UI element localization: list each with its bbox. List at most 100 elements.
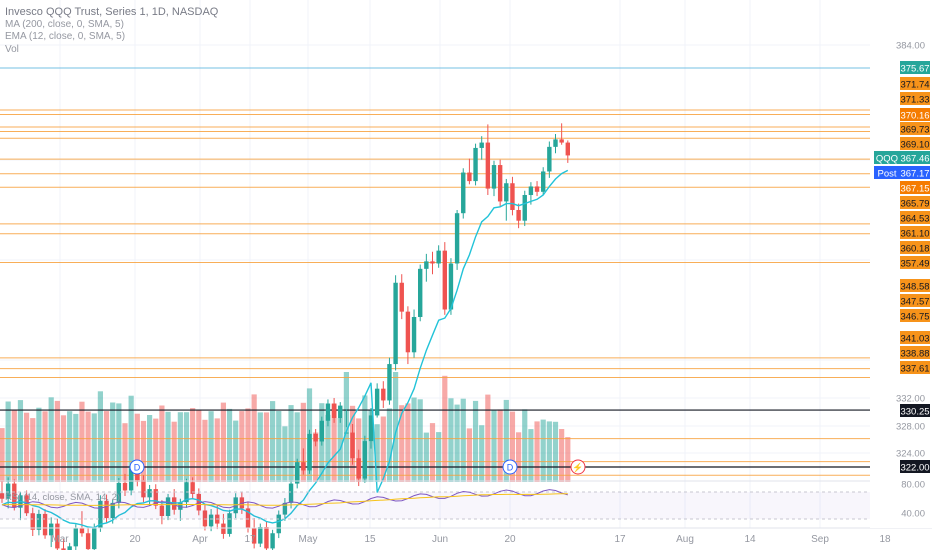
rsi-pane: RSI (14, close, SMA, 14, 2): [0, 480, 932, 529]
candle-body: [411, 316, 417, 353]
price-badge-label: 370.16: [900, 111, 929, 122]
legend-ema: EMA (12, close, 0, SMA, 5): [5, 31, 126, 42]
candle-body: [393, 282, 398, 365]
candle-body: [338, 405, 343, 419]
volume-bar: [226, 408, 233, 482]
candle-body: [49, 523, 54, 536]
volume-bar: [165, 411, 171, 482]
volume-bar: [110, 402, 116, 482]
volume-bar: [325, 414, 331, 482]
price-badge-bg: [900, 331, 930, 344]
candle-body: [461, 172, 466, 214]
volume-bar: [36, 407, 42, 482]
price-badge-label: 361.10: [900, 229, 929, 240]
volume-bar: [5, 401, 11, 482]
candle-body: [104, 500, 109, 519]
volume-bar: [386, 408, 393, 482]
candle-body: [208, 514, 214, 527]
volume-bar: [423, 432, 429, 482]
candle-body: [424, 261, 429, 269]
volume-bar: [0, 428, 5, 482]
volume-bar: [263, 412, 270, 482]
candle-body: [485, 142, 491, 189]
volume-bar: [30, 418, 36, 482]
price-badge-label: 337.61: [900, 364, 929, 375]
price-badge-bg: [900, 108, 930, 121]
price-badge-label: 367.15: [900, 184, 929, 195]
candle-body: [301, 462, 306, 471]
volume-bar: [202, 419, 208, 482]
candle-body: [116, 482, 122, 503]
volume-bar: [276, 411, 282, 482]
price-tick-label: 384.00: [896, 41, 925, 52]
candle-body: [202, 510, 208, 527]
price-badge-prefix: Post: [877, 169, 896, 180]
candle-body: [430, 261, 435, 264]
candle-body: [516, 209, 521, 221]
candle-body: [491, 165, 497, 189]
volume-bar: [540, 419, 546, 482]
volume-bar: [300, 402, 306, 482]
volume-bar: [245, 408, 251, 482]
price-badge-bg: [900, 346, 930, 359]
volume-bars: [0, 372, 571, 482]
price-badge-label: 369.73: [900, 125, 929, 136]
volume-bar: [313, 432, 319, 482]
candlesticks: [0, 123, 570, 550]
price-badge-bg: [900, 226, 930, 239]
price-tick-label: 332.00: [896, 394, 925, 405]
volume-bar: [491, 410, 497, 482]
candle-body: [528, 186, 534, 196]
price-badge-bg: [900, 166, 930, 179]
time-tick-label: Jun: [432, 534, 448, 545]
volume-bar: [411, 397, 417, 482]
candle-body: [196, 493, 201, 511]
candle-body: [5, 483, 11, 499]
legend-vol: Vol: [5, 43, 19, 55]
candle-body: [98, 500, 103, 528]
candle-body: [282, 502, 288, 515]
time-tick-label: Mar: [51, 534, 69, 545]
volume-bar: [97, 391, 103, 482]
volume-bar: [380, 416, 386, 482]
price-badge-bg: [900, 309, 930, 322]
candle-body: [534, 186, 540, 192]
candle-body: [448, 263, 454, 310]
volume-bar: [183, 412, 190, 482]
price-badge-bg: [900, 92, 930, 105]
rsi-line: [1, 489, 568, 509]
price-tick-label: 328.00: [896, 422, 925, 433]
volume-bar: [466, 428, 472, 482]
candle-body: [30, 513, 35, 530]
volume-bar: [516, 432, 522, 482]
candle-body: [61, 548, 66, 550]
volume-bar: [171, 421, 177, 482]
price-badge-label: 369.10: [900, 140, 929, 151]
candle-body: [559, 139, 564, 143]
candle-body: [0, 493, 5, 499]
candle-body: [85, 533, 91, 550]
price-badge-label: 322.00: [900, 463, 929, 474]
volume-bar: [257, 412, 263, 482]
candle-body: [159, 505, 165, 516]
candle-body: [295, 462, 300, 484]
candle-body: [165, 497, 171, 516]
candle-body: [418, 268, 423, 317]
price-badge-label: 364.53: [900, 214, 929, 225]
time-axis[interactable]: Mar 20 Apr 17 May 15 Jun 20 17 Aug 14 Sep 18: [51, 534, 891, 545]
price-badge-bg: [900, 460, 930, 473]
volume-bar: [79, 401, 85, 482]
price-axis[interactable]: 384.00 332.00 328.00 324.00 80.00 40.00 375.67…: [870, 0, 932, 528]
volume-bar: [472, 400, 479, 482]
volume-bar: [60, 415, 67, 482]
price-badge-label: 367.17: [900, 169, 929, 180]
volume-bar: [559, 429, 565, 482]
candle-body: [153, 489, 158, 506]
candle-body: [473, 147, 478, 182]
time-tick-label: 20: [129, 534, 141, 545]
candle-body: [55, 523, 60, 549]
candle-body: [356, 458, 361, 479]
candle-body: [325, 403, 331, 421]
candle-body: [565, 142, 570, 156]
